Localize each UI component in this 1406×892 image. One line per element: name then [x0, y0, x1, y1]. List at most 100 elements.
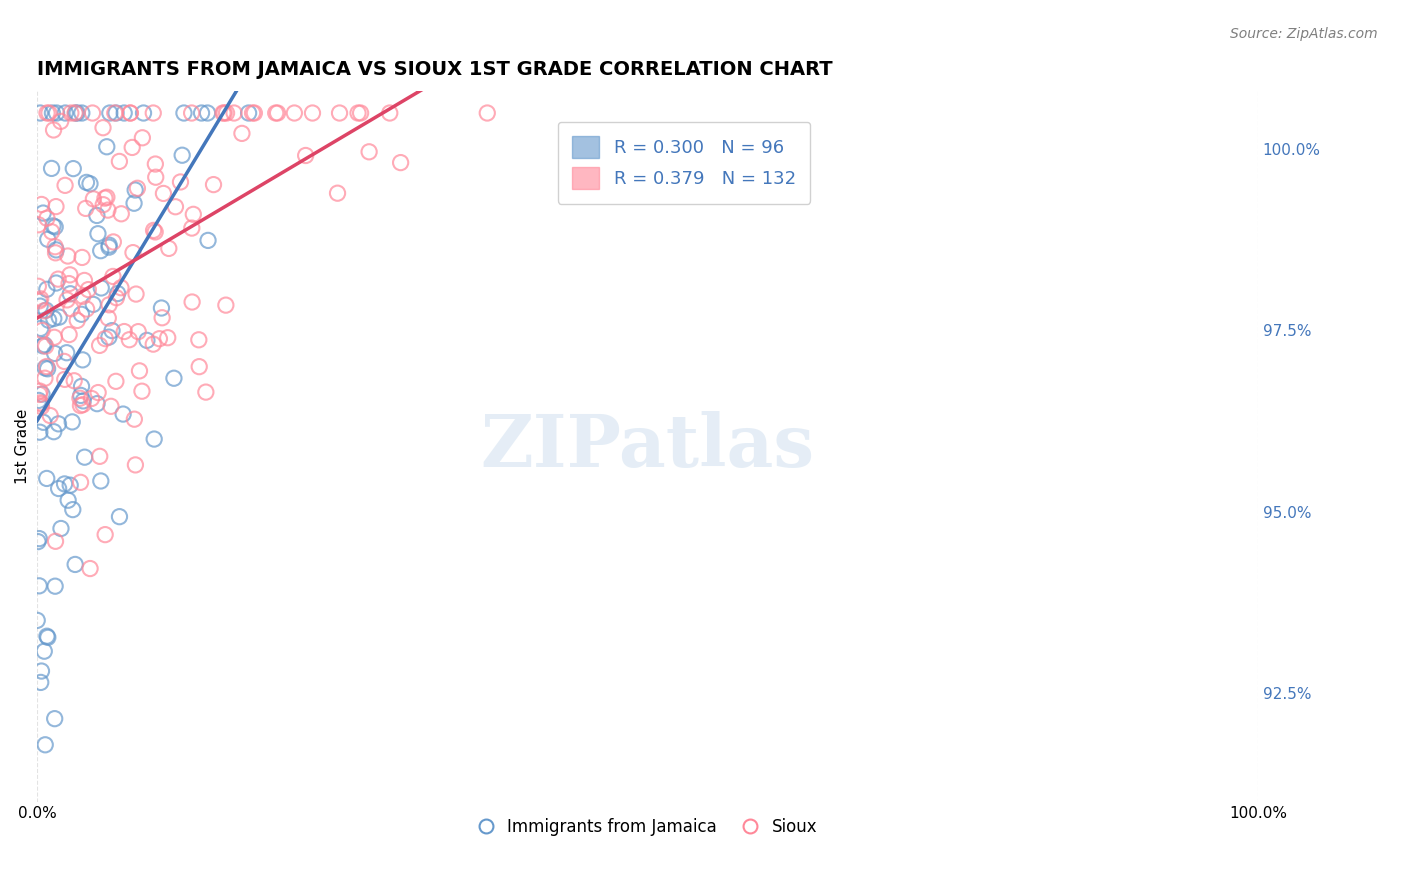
Point	[38, 313, 60, 327]
Point	[53, 106, 76, 120]
Point	[91, 120, 114, 135]
Point	[187, 333, 209, 347]
Point	[87, 385, 110, 400]
Point	[124, 412, 146, 426]
Point	[148, 332, 170, 346]
Point	[31, 387, 53, 401]
Point	[145, 170, 167, 185]
Point	[28, 387, 51, 401]
Text: ZIPatlas: ZIPatlas	[481, 411, 814, 482]
Point	[97, 330, 120, 344]
Point	[165, 200, 187, 214]
Point	[89, 450, 111, 464]
Point	[56, 249, 79, 263]
Point	[82, 106, 104, 120]
Point	[76, 301, 98, 316]
Text: Source: ZipAtlas.com: Source: ZipAtlas.com	[1230, 27, 1378, 41]
Point	[31, 197, 53, 211]
Point	[30, 106, 52, 120]
Point	[63, 558, 86, 572]
Point	[215, 106, 238, 120]
Point	[66, 313, 89, 327]
Point	[27, 534, 49, 549]
Point	[173, 106, 195, 120]
Point	[62, 161, 84, 176]
Point	[42, 219, 65, 233]
Point	[150, 310, 173, 325]
Point	[44, 346, 66, 360]
Point	[28, 532, 51, 546]
Point	[48, 482, 70, 496]
Point	[48, 417, 70, 431]
Point	[143, 157, 166, 171]
Point	[150, 301, 173, 315]
Point	[91, 197, 114, 211]
Point	[63, 106, 86, 120]
Point	[94, 527, 117, 541]
Point	[45, 200, 67, 214]
Point	[349, 106, 371, 120]
Text: IMMIGRANTS FROM JAMAICA VS SIOUX 1ST GRADE CORRELATION CHART: IMMIGRANTS FROM JAMAICA VS SIOUX 1ST GRA…	[37, 60, 832, 78]
Point	[44, 579, 66, 593]
Point	[35, 211, 58, 226]
Point	[77, 283, 100, 297]
Point	[35, 629, 58, 643]
Point	[45, 106, 67, 120]
Point	[143, 225, 166, 239]
Point	[28, 293, 51, 308]
Point	[477, 106, 499, 120]
Point	[86, 397, 108, 411]
Point	[56, 293, 79, 307]
Point	[32, 339, 55, 353]
Point	[45, 276, 67, 290]
Point	[32, 206, 55, 220]
Point	[46, 272, 69, 286]
Point	[294, 148, 316, 162]
Point	[75, 202, 97, 216]
Point	[30, 675, 52, 690]
Point	[69, 399, 91, 413]
Point	[42, 311, 65, 326]
Point	[79, 177, 101, 191]
Point	[136, 334, 159, 348]
Point	[65, 106, 87, 120]
Point	[30, 292, 52, 306]
Point	[169, 175, 191, 189]
Point	[110, 207, 132, 221]
Point	[120, 106, 142, 120]
Point	[32, 303, 55, 318]
Point	[103, 235, 125, 249]
Point	[39, 409, 62, 423]
Point	[30, 400, 52, 414]
Point	[152, 186, 174, 201]
Point	[32, 644, 55, 658]
Point	[90, 474, 112, 488]
Point	[194, 385, 217, 400]
Point	[104, 106, 127, 120]
Point	[378, 106, 401, 120]
Point	[242, 106, 264, 120]
Point	[41, 106, 63, 120]
Point	[156, 331, 179, 345]
Point	[66, 106, 89, 120]
Point	[131, 384, 153, 399]
Point	[127, 181, 149, 195]
Point	[58, 277, 80, 291]
Point	[359, 145, 381, 159]
Point	[70, 251, 93, 265]
Point	[30, 397, 52, 411]
Point	[56, 493, 79, 508]
Point	[44, 534, 66, 549]
Point	[212, 106, 235, 120]
Point	[76, 175, 98, 189]
Point	[124, 458, 146, 472]
Point	[347, 106, 370, 120]
Point	[73, 450, 96, 465]
Point	[30, 299, 52, 313]
Point	[72, 289, 94, 303]
Point	[181, 207, 204, 221]
Point	[37, 361, 59, 376]
Point	[181, 295, 204, 310]
Point	[37, 631, 59, 645]
Point	[73, 273, 96, 287]
